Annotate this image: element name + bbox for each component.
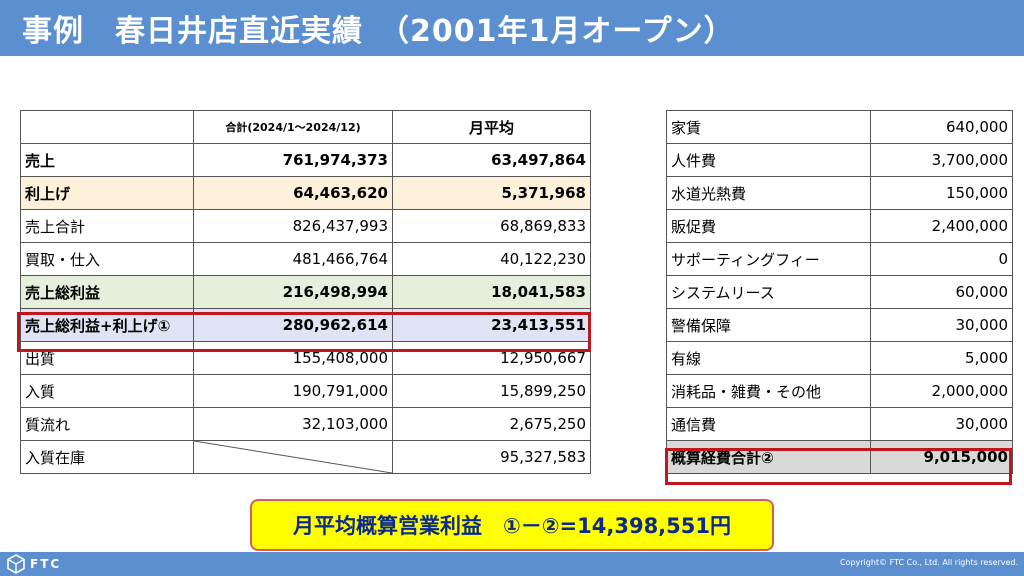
row-total: 216,498,994	[193, 275, 393, 309]
row-value: 60,000	[870, 275, 1013, 309]
row-average: 40,122,230	[392, 242, 591, 276]
table-row: 人件費 3,700,000	[666, 143, 1013, 177]
row-label: 消耗品・雑費・その他	[666, 374, 871, 408]
table-row: 通信費 30,000	[666, 407, 1013, 441]
row-value: 30,000	[870, 308, 1013, 342]
table-row: 質流れ 32,103,000 2,675,250	[20, 407, 591, 441]
table-row: 水道光熱費 150,000	[666, 176, 1013, 210]
row-average: 95,327,583	[392, 440, 591, 474]
sales-table: 合計(2024/1～2024/12) 月平均 売上 761,974,373 63…	[20, 110, 591, 474]
row-total: 481,466,764	[193, 242, 393, 276]
expense-table: 家賃 640,000 人件費 3,700,000 水道光熱費 150,000 販促費 2…	[666, 110, 1013, 474]
row-label: 販促費	[666, 209, 871, 243]
row-label: 概算経費合計②	[666, 440, 871, 474]
header-cell-total: 合計(2024/1～2024/12)	[193, 110, 393, 144]
row-label: 売上	[20, 143, 194, 177]
table-row: 出質 155,408,000 12,950,667	[20, 341, 591, 375]
row-label: 入質	[20, 374, 194, 408]
row-label: 入質在庫	[20, 440, 194, 474]
row-total: 190,791,000	[193, 374, 393, 408]
row-value: 5,000	[870, 341, 1013, 375]
row-label: 売上総利益+利上げ①	[20, 308, 194, 342]
operating-profit-result: 月平均概算営業利益 ①－②=14,398,551円	[250, 499, 774, 551]
row-total: 280,962,614	[193, 308, 393, 342]
header-bar: 事例 春日井店直近実績 （2001年1月オープン）	[0, 0, 1024, 56]
page-title: 事例 春日井店直近実績 （2001年1月オープン）	[22, 14, 735, 49]
table-row: 売上合計 826,437,993 68,869,833	[20, 209, 591, 243]
row-label: 売上合計	[20, 209, 194, 243]
row-average: 63,497,864	[392, 143, 591, 177]
table-row: 売上 761,974,373 63,497,864	[20, 143, 591, 177]
row-label: 有線	[666, 341, 871, 375]
row-label: 買取・仕入	[20, 242, 194, 276]
row-label: サポーティングフィー	[666, 242, 871, 276]
table-row: システムリース 60,000	[666, 275, 1013, 309]
footer-bar: FTC Copyright© FTC Co., Ltd. All rights …	[0, 552, 1024, 576]
row-value: 9,015,000	[870, 440, 1013, 474]
row-label: 売上総利益	[20, 275, 194, 309]
copyright-text: Copyright© FTC Co., Ltd. All rights rese…	[839, 558, 1018, 567]
table-row: サポーティングフィー 0	[666, 242, 1013, 276]
row-total: 32,103,000	[193, 407, 393, 441]
row-average: 12,950,667	[392, 341, 591, 375]
table-header-row: 合計(2024/1～2024/12) 月平均	[20, 110, 591, 144]
row-label: システムリース	[666, 275, 871, 309]
row-total: 64,463,620	[193, 176, 393, 210]
row-value: 640,000	[870, 110, 1013, 144]
row-value: 30,000	[870, 407, 1013, 441]
row-average: 23,413,551	[392, 308, 591, 342]
table-row: 有線 5,000	[666, 341, 1013, 375]
header-cell-average: 月平均	[392, 110, 591, 144]
row-label: 警備保障	[666, 308, 871, 342]
row-label: 出質	[20, 341, 194, 375]
row-value: 0	[870, 242, 1013, 276]
row-label: 家賃	[666, 110, 871, 144]
table-row: 販促費 2,400,000	[666, 209, 1013, 243]
row-average: 2,675,250	[392, 407, 591, 441]
table-row: 買取・仕入 481,466,764 40,122,230	[20, 242, 591, 276]
table-row: 入質 190,791,000 15,899,250	[20, 374, 591, 408]
row-value: 2,400,000	[870, 209, 1013, 243]
table-row: 売上総利益 216,498,994 18,041,583	[20, 275, 591, 309]
row-value: 2,000,000	[870, 374, 1013, 408]
table-row: 売上総利益+利上げ① 280,962,614 23,413,551	[20, 308, 591, 342]
row-total: 155,408,000	[193, 341, 393, 375]
table-row-total: 概算経費合計② 9,015,000	[666, 440, 1013, 474]
row-value: 150,000	[870, 176, 1013, 210]
diagonal-empty-cell	[193, 440, 393, 474]
cube-logo-icon	[7, 554, 25, 574]
row-total: 826,437,993	[193, 209, 393, 243]
diagonal-line	[194, 441, 392, 473]
table-row: 消耗品・雑費・その他 2,000,000	[666, 374, 1013, 408]
table-row: 入質在庫 95,327,583	[20, 440, 591, 474]
table-row: 利上げ 64,463,620 5,371,968	[20, 176, 591, 210]
row-average: 15,899,250	[392, 374, 591, 408]
row-label: 通信費	[666, 407, 871, 441]
row-average: 18,041,583	[392, 275, 591, 309]
ftc-logo: FTC	[6, 554, 61, 574]
row-average: 68,869,833	[392, 209, 591, 243]
row-total: 761,974,373	[193, 143, 393, 177]
table-row: 警備保障 30,000	[666, 308, 1013, 342]
row-average: 5,371,968	[392, 176, 591, 210]
result-text: 月平均概算営業利益 ①－②=14,398,551円	[292, 514, 731, 538]
row-label: 質流れ	[20, 407, 194, 441]
row-label: 利上げ	[20, 176, 194, 210]
row-value: 3,700,000	[870, 143, 1013, 177]
row-label: 水道光熱費	[666, 176, 871, 210]
row-label: 人件費	[666, 143, 871, 177]
header-cell-empty	[20, 110, 194, 144]
logo-text: FTC	[30, 557, 62, 571]
table-row: 家賃 640,000	[666, 110, 1013, 144]
